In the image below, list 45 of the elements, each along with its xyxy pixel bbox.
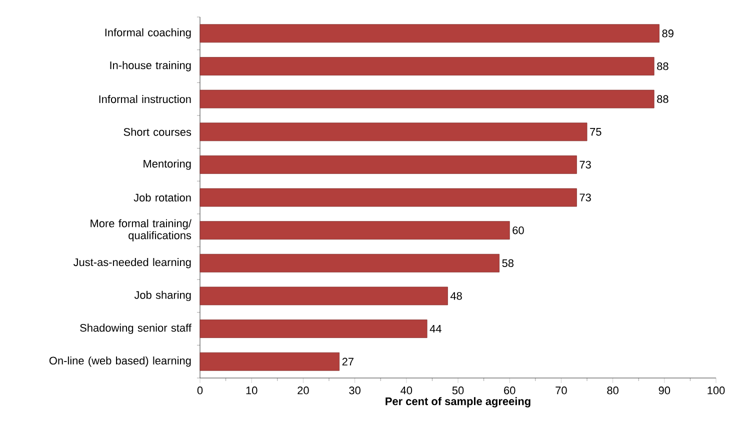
bar: [200, 221, 510, 240]
data-label: 73: [580, 194, 591, 202]
x-tick-label: 60: [504, 386, 516, 394]
y-tick-label: Informal coaching: [105, 28, 191, 39]
y-tick-label: Job sharing: [134, 290, 191, 302]
data-label: 58: [502, 259, 514, 268]
x-axis-title: Per cent of sample agreeing: [386, 397, 530, 408]
x-tick-label: 10: [246, 386, 258, 394]
x-tick-label: 0: [197, 386, 203, 394]
bar: [200, 122, 588, 142]
x-tick-label: 100: [708, 386, 725, 394]
bar: [200, 57, 654, 76]
bar: [200, 286, 448, 306]
bar: [200, 188, 577, 207]
y-tick-label: Job rotation: [134, 193, 191, 202]
y-tick-label: More formal training/ qualifications: [90, 219, 192, 242]
y-tick-label: Just-as-needed learning: [73, 258, 191, 268]
x-tick-label: 40: [400, 386, 412, 394]
data-label: 44: [430, 325, 442, 333]
bar: [200, 155, 577, 174]
data-label: 48: [450, 292, 462, 300]
data-label: 27: [342, 358, 354, 366]
bar: [200, 24, 660, 43]
bar: [200, 320, 428, 338]
y-tick-label: Shadowing senior staff: [80, 324, 192, 334]
x-tick-label: 80: [607, 386, 618, 394]
bar: [200, 90, 654, 108]
y-tick-label: Short courses: [124, 128, 192, 136]
y-tick-label: Informal instruction: [99, 95, 191, 104]
x-tick-label: 90: [658, 386, 670, 394]
data-label: 73: [580, 160, 591, 169]
bar: [200, 352, 340, 371]
data-label: 88: [657, 95, 668, 103]
data-label: 60: [512, 226, 524, 234]
x-tick-label: 50: [452, 386, 464, 394]
x-tick-label: 70: [556, 386, 567, 394]
y-tick-label: On-line (web based) learning: [49, 356, 191, 367]
x-tick-label: 30: [349, 386, 360, 394]
y-tick-label: Mentoring: [144, 160, 191, 170]
data-label: 88: [657, 62, 668, 70]
y-tick-label: In-house training: [110, 61, 191, 72]
x-tick-label: 20: [298, 386, 309, 394]
bar: [200, 254, 500, 272]
data-label: 89: [662, 30, 674, 38]
data-label: 75: [590, 128, 602, 136]
